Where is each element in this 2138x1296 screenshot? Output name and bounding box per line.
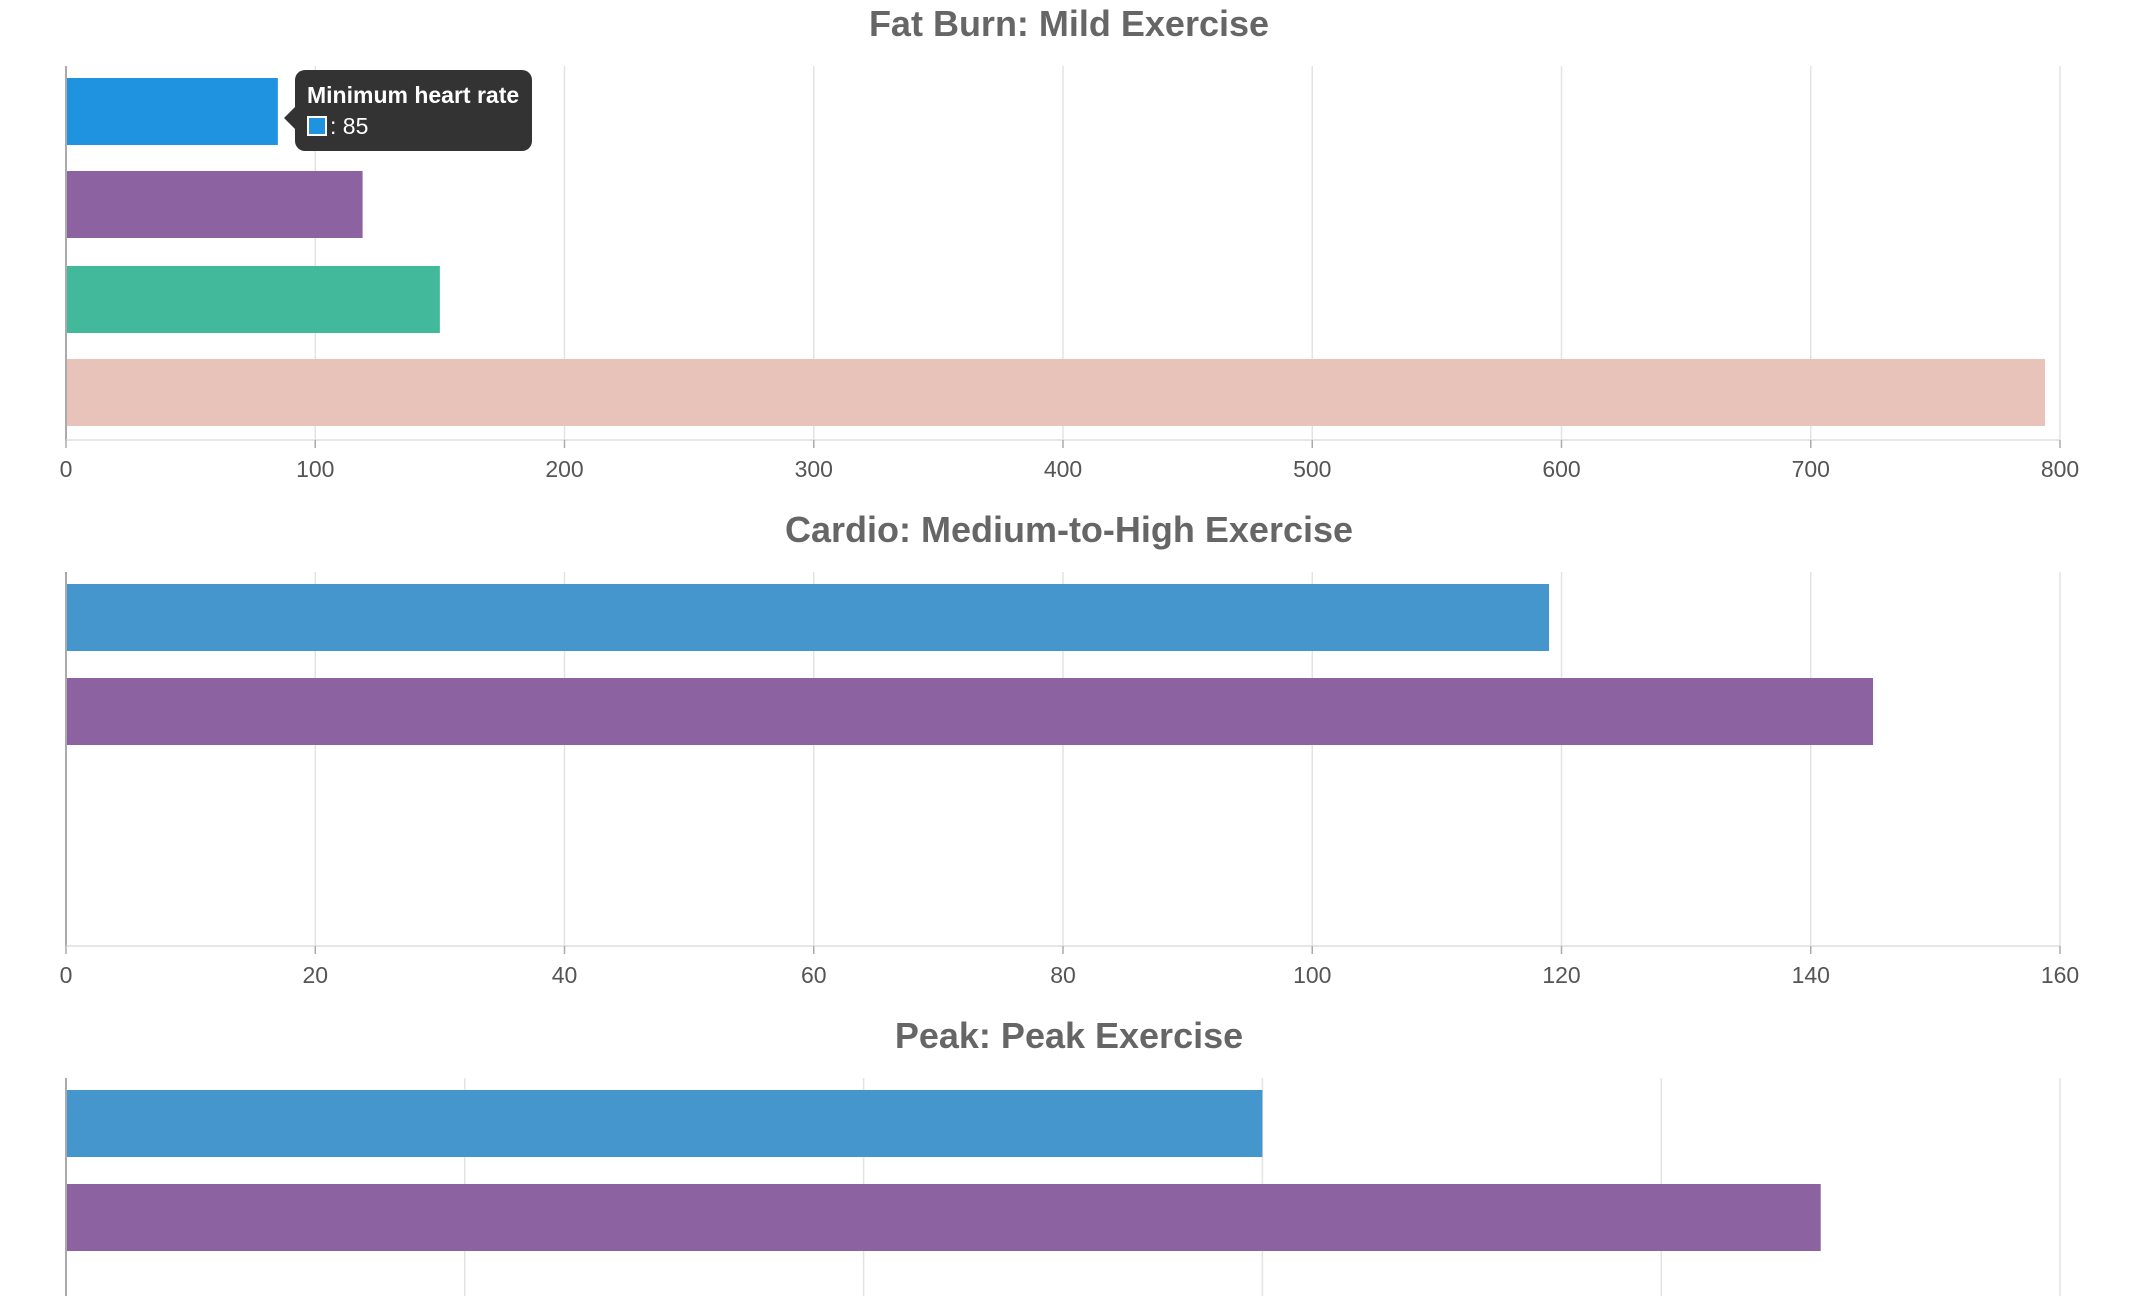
chart-title: Fat Burn: Mild Exercise <box>869 3 1269 44</box>
x-tick-label: 200 <box>545 456 583 482</box>
tooltip: Minimum heart rate : 85 <box>283 70 533 151</box>
x-tick-label: 140 <box>1792 962 1830 988</box>
tooltip-title: Minimum heart rate <box>307 82 520 108</box>
bar-2[interactable] <box>66 678 1874 745</box>
x-tick-label: 600 <box>1542 456 1580 482</box>
tooltip-row: : 85 <box>307 110 519 142</box>
bar-2[interactable] <box>66 1184 1821 1251</box>
x-tick-label: 120 <box>1542 962 1580 988</box>
chart-title: Peak: Peak Exercise <box>895 1015 1243 1056</box>
tooltip-swatch-icon <box>307 116 327 136</box>
x-tick-label: 160 <box>2041 962 2079 988</box>
bar-3[interactable] <box>66 266 440 333</box>
x-tick-label: 800 <box>2041 456 2079 482</box>
x-tick-label: 40 <box>552 962 578 988</box>
chart-3: Peak: Peak Exercise <box>65 1015 2061 1296</box>
x-tick-label: 500 <box>1293 456 1331 482</box>
bar-1[interactable] <box>66 78 278 145</box>
x-tick-label: 100 <box>296 456 334 482</box>
bar-1[interactable] <box>66 584 1550 651</box>
chart-2: Cardio: Medium-to-High Exercise 0 20 40 60 80… <box>60 509 2080 988</box>
x-tick-label: 0 <box>60 962 73 988</box>
x-tick-label: 100 <box>1293 962 1331 988</box>
x-tick-label: 60 <box>801 962 827 988</box>
x-tick-label: 80 <box>1050 962 1076 988</box>
bar-2[interactable] <box>66 171 363 238</box>
bar-4[interactable] <box>66 359 2046 426</box>
chart-title: Cardio: Medium-to-High Exercise <box>785 509 1353 550</box>
x-tick-label: 400 <box>1044 456 1082 482</box>
x-tick-label: 300 <box>795 456 833 482</box>
x-tick-label: 20 <box>302 962 328 988</box>
tooltip-value: : 85 <box>330 113 369 139</box>
x-tick-label: 0 <box>60 456 73 482</box>
x-tick-label: 700 <box>1792 456 1830 482</box>
bar-1[interactable] <box>66 1090 1263 1157</box>
chart-1: Fat Burn: Mild Exercise 0 100 200 300 400 500 6… <box>60 3 2080 482</box>
